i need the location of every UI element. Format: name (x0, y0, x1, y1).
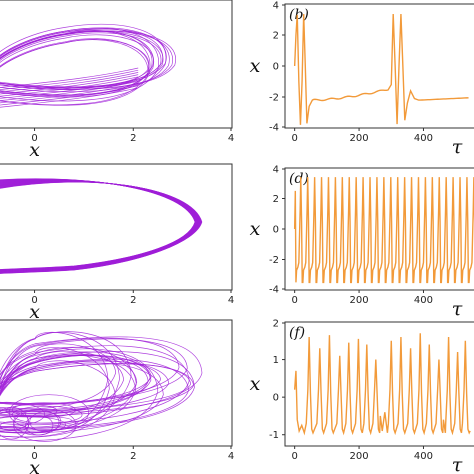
phase-panel-a: 0 2 4 x (0, 0, 234, 161)
y-tick-label: 2 (273, 319, 279, 330)
timeseries-panel-b: 0 200 400 4 2 0 -2 -4 x τ (b) (250, 1, 474, 158)
x-tick-label: 400 (414, 295, 433, 306)
y-tick-label: -2 (269, 93, 279, 104)
x-tick-label: 2 (130, 451, 136, 462)
x-tick-label: 0 (291, 451, 297, 462)
y-tick-label: 0 (273, 393, 279, 404)
x-tick-label: 2 (130, 295, 136, 306)
x-tick-label: 400 (414, 133, 433, 144)
axes-frame (0, 319, 233, 447)
phase-panel-e: 0 2 4 x (0, 319, 234, 474)
x-tick-label: 4 (228, 295, 234, 306)
y-tick-label: 1 (273, 355, 279, 366)
x-tick-label: 4 (228, 133, 234, 144)
x-axis-label: x (29, 139, 40, 161)
x-tick-label: 2 (130, 133, 136, 144)
panel-label: (b) (289, 7, 309, 23)
x-axis-label: x (29, 457, 40, 474)
y-tick-label: -4 (269, 285, 279, 296)
x-tick-label: 200 (350, 295, 369, 306)
y-axis-label: x (250, 55, 261, 77)
y-tick-label: -2 (269, 255, 279, 266)
time-series-line (293, 14, 469, 125)
panel-label: (d) (289, 171, 309, 187)
x-tick-label: 0 (31, 295, 37, 306)
x-tick-label: 4 (228, 451, 234, 462)
y-tick-label: 0 (273, 62, 279, 73)
x-axis-label: τ (452, 454, 463, 474)
panel-label: (f) (289, 325, 305, 341)
x-tick-label: 0 (291, 295, 297, 306)
timeseries-panel-f: 0 200 400 2 1 0 -1 x τ (f) (250, 319, 474, 474)
y-tick-label: -4 (269, 123, 279, 134)
x-axis-label: τ (452, 136, 463, 158)
axes-frame (284, 321, 474, 447)
x-tick-label: 200 (350, 451, 369, 462)
x-axis-label: τ (452, 298, 463, 320)
y-tick-label: 2 (273, 194, 279, 205)
timeseries-panel-d: 0 200 400 4 2 0 -2 -4 x τ (d) (250, 165, 474, 320)
x-tick-label: 0 (31, 451, 37, 462)
x-axis-label: x (29, 301, 40, 323)
axes-frame (284, 3, 474, 129)
y-tick-label: -1 (269, 430, 279, 441)
attractor-trajectory (0, 331, 203, 442)
y-tick-label: 4 (273, 165, 279, 176)
attractor-trajectory (0, 178, 203, 274)
axes-frame (0, 0, 233, 129)
y-axis-label: x (250, 373, 261, 395)
axes-frame (0, 163, 233, 291)
y-tick-label: 4 (273, 1, 279, 12)
y-axis-label: x (250, 218, 261, 240)
x-tick-label: 0 (31, 133, 37, 144)
time-series-line (293, 177, 474, 284)
phase-panel-c: 0 2 4 x (0, 163, 234, 323)
x-tick-label: 400 (414, 451, 433, 462)
time-series-line (293, 333, 471, 436)
attractor-trajectory (0, 23, 177, 108)
x-tick-label: 200 (350, 133, 369, 144)
y-tick-label: 2 (273, 31, 279, 42)
y-tick-label: 0 (273, 225, 279, 236)
x-tick-label: 0 (291, 133, 297, 144)
